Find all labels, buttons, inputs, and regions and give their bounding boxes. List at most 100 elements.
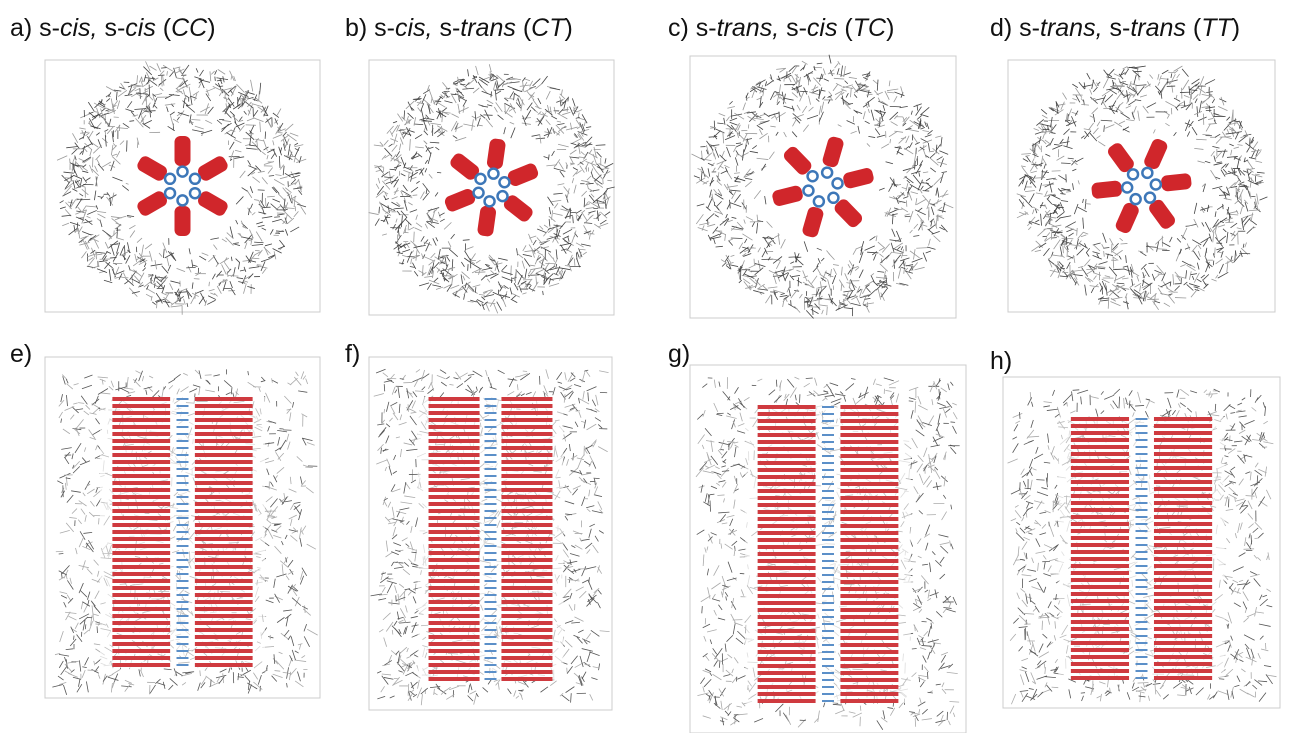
stack <box>112 530 170 534</box>
chain <box>1062 272 1068 273</box>
stack <box>195 467 253 471</box>
chain <box>606 204 607 209</box>
chain <box>414 232 415 243</box>
chain <box>491 91 492 97</box>
stack <box>112 628 170 632</box>
stack <box>112 481 170 485</box>
stack <box>195 579 253 583</box>
stack-core <box>177 608 189 610</box>
chain <box>413 195 418 196</box>
stack <box>195 474 253 478</box>
stack-core <box>177 594 189 596</box>
chain <box>305 605 306 613</box>
stack <box>195 558 253 562</box>
stack-core <box>177 475 189 477</box>
stack-core <box>177 482 189 484</box>
stack <box>195 411 253 415</box>
petal <box>175 206 191 236</box>
stack-core <box>177 664 189 666</box>
stack <box>112 418 170 422</box>
chain <box>1052 232 1061 233</box>
stack <box>195 586 253 590</box>
stack <box>195 565 253 569</box>
chain <box>574 259 575 266</box>
stack <box>112 425 170 429</box>
chain <box>209 282 210 286</box>
stack-core <box>177 601 189 603</box>
chain <box>475 287 476 293</box>
top-view <box>1008 60 1275 312</box>
stack <box>112 551 170 555</box>
stack <box>112 474 170 478</box>
stack <box>112 544 170 548</box>
stack-core <box>177 426 189 428</box>
side-view <box>45 357 320 698</box>
chain <box>1034 178 1045 179</box>
chain <box>276 233 280 234</box>
stack <box>112 460 170 464</box>
stack-core <box>177 559 189 561</box>
side-view <box>369 357 612 710</box>
stack <box>112 635 170 639</box>
stack <box>195 509 253 513</box>
stack-core <box>177 573 189 575</box>
chain <box>200 670 201 676</box>
chain <box>1121 243 1128 244</box>
chain <box>560 101 561 106</box>
chain <box>607 180 612 181</box>
stack <box>195 621 253 625</box>
stack <box>195 593 253 597</box>
stack <box>112 404 170 408</box>
stack-core <box>177 545 189 547</box>
stack <box>112 649 170 653</box>
stack <box>195 544 253 548</box>
petal <box>1091 180 1123 199</box>
petal <box>175 136 191 166</box>
chain <box>267 517 276 518</box>
chain <box>379 207 380 214</box>
stack <box>195 446 253 450</box>
chain <box>1062 238 1074 239</box>
stack <box>195 607 253 611</box>
stack-core <box>177 447 189 449</box>
stack-core <box>177 433 189 435</box>
stack <box>112 565 170 569</box>
stack <box>112 593 170 597</box>
stack-core <box>177 643 189 645</box>
chain <box>571 212 577 213</box>
chain <box>56 551 63 552</box>
stack-core <box>177 531 189 533</box>
stack <box>112 607 170 611</box>
stack <box>112 572 170 576</box>
chain <box>1061 163 1071 164</box>
stack-core <box>177 650 189 652</box>
stack <box>112 397 170 401</box>
chain <box>890 106 901 107</box>
stack-core <box>177 496 189 498</box>
stack <box>195 495 253 499</box>
stack <box>112 600 170 604</box>
stack-core <box>177 398 189 400</box>
stack <box>112 558 170 562</box>
stack <box>195 488 253 492</box>
chain <box>1068 114 1069 120</box>
stack <box>195 635 253 639</box>
stack <box>112 439 170 443</box>
chain <box>867 302 868 306</box>
top-view <box>690 55 956 319</box>
chain <box>85 624 86 629</box>
stack <box>112 656 170 660</box>
stack <box>195 516 253 520</box>
chain <box>1184 101 1185 106</box>
stack <box>112 614 170 618</box>
stack <box>195 628 253 632</box>
chain <box>1196 139 1206 140</box>
chain <box>475 272 485 273</box>
chain <box>796 257 801 258</box>
stack <box>195 453 253 457</box>
stack <box>195 656 253 660</box>
stack-core <box>177 524 189 526</box>
chain <box>813 308 814 315</box>
stack <box>195 530 253 534</box>
